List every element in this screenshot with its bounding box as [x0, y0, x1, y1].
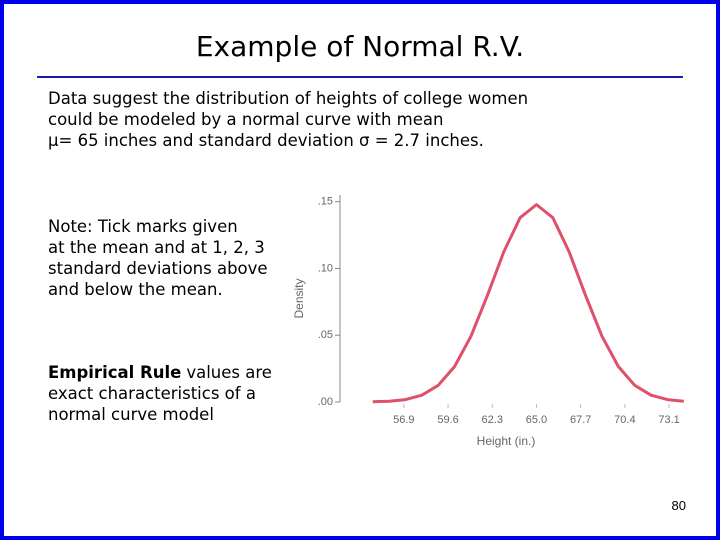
x-tick-label: 65.0 — [526, 414, 547, 426]
y-tick-label: .15 — [318, 196, 333, 208]
x-tick-label: 73.1 — [658, 414, 679, 426]
y-tick-label: .05 — [318, 329, 333, 341]
chart: .00 .05 .10 .15 56.9 59.6 62.3 65.0 67.7 70.4 73.1… — [292, 195, 684, 448]
title-rule — [37, 76, 683, 78]
y-tick-label: .10 — [318, 262, 333, 274]
empirical-line: exact characteristics of a — [48, 384, 256, 403]
density-curve — [372, 203, 684, 404]
x-tick-label: 67.7 — [570, 414, 591, 426]
note-line: at the mean and at 1, 2, 3 — [48, 238, 265, 257]
x-tick-label: 59.6 — [437, 414, 458, 426]
empirical-bold: Empirical Rule — [48, 363, 182, 382]
empirical-line: Empirical Rule values are — [48, 362, 272, 383]
x-tick-label: 70.4 — [614, 414, 635, 426]
intro-line: μ= 65 inches and standard deviation σ = … — [48, 131, 484, 150]
intro-line: could be modeled by a normal curve with … — [48, 110, 444, 129]
slide-title: Example of Normal R.V. — [195, 30, 525, 63]
y-tick-label: .00 — [318, 396, 333, 408]
empirical-text: values are — [186, 363, 272, 382]
note: Note: Tick marks given at the mean and a… — [48, 216, 268, 300]
intro-line: Data suggest the distribution of heights… — [48, 89, 529, 108]
note-line: Note: Tick marks given — [48, 217, 238, 236]
y-axis-label: Density — [292, 278, 306, 318]
x-tick-label: 62.3 — [482, 414, 503, 426]
intro: Data suggest the distribution of heights… — [48, 88, 528, 151]
empirical: Empirical Rule values are exact character… — [48, 362, 272, 425]
empirical-line: normal curve model — [48, 405, 214, 424]
x-axis-label: Height (in.) — [477, 434, 536, 448]
note-line: and below the mean. — [48, 280, 223, 299]
x-tick-label: 56.9 — [393, 414, 414, 426]
page-number: 80 — [671, 498, 686, 513]
note-line: standard deviations above — [48, 259, 268, 278]
